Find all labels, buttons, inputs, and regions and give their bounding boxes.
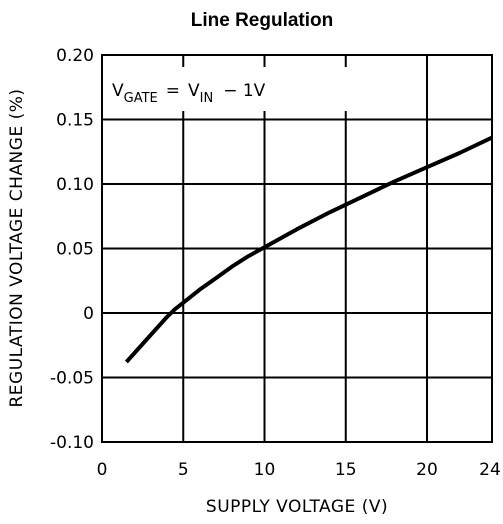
- y-tick-label: 0.15: [56, 111, 94, 131]
- vgate-annotation: VGATE = VIN − 1V: [112, 81, 266, 106]
- regulation-curve-line: [124, 135, 493, 364]
- x-tick-label: 0: [97, 460, 108, 480]
- grid-lines: [102, 55, 492, 442]
- annotation-v-in: V: [188, 81, 200, 101]
- x-tick-labels: 0 5 10 15 20 24: [97, 460, 501, 480]
- annotation-in-subscript: IN: [200, 91, 214, 106]
- annotation-equals: =: [166, 81, 180, 101]
- y-tick-label: -0.05: [50, 369, 94, 389]
- y-tick-label: 0.20: [56, 46, 94, 66]
- x-axis-label: SUPPLY VOLTAGE (V): [206, 497, 388, 517]
- x-tick-label: 24: [479, 460, 501, 480]
- annotation-background: [104, 67, 348, 111]
- x-tick-label: 5: [178, 460, 189, 480]
- y-axis-label: REGULATION VOLTAGE CHANGE (%): [7, 88, 27, 407]
- x-tick-label: 20: [416, 460, 438, 480]
- plot-frame: [101, 54, 493, 443]
- annotation-gate-subscript: GATE: [124, 91, 158, 106]
- annotation-v-gate: V: [112, 81, 124, 101]
- x-tick-label: 10: [254, 460, 276, 480]
- y-tick-labels: 0.20 0.15 0.10 0.05 0 -0.05 -0.10: [50, 46, 94, 453]
- x-tick-label: 15: [335, 460, 357, 480]
- chart-title: Line Regulation: [191, 10, 334, 31]
- y-tick-label: 0.10: [56, 175, 94, 195]
- y-tick-label: 0: [83, 304, 94, 324]
- annotation-minus-1v: − 1V: [223, 81, 265, 101]
- y-tick-label: -0.10: [50, 433, 94, 453]
- y-tick-label: 0.05: [56, 240, 94, 260]
